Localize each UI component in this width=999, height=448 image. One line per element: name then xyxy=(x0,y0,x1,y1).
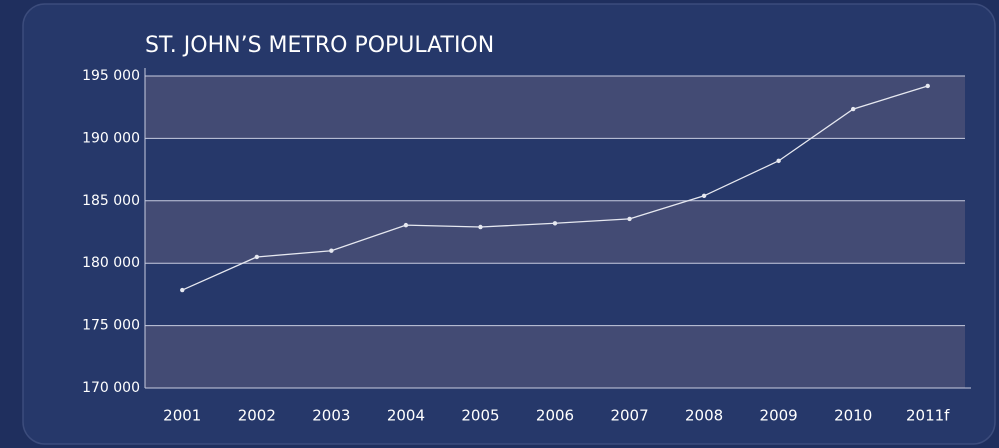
point xyxy=(552,221,558,226)
x-tick-label: 2005 xyxy=(461,407,499,425)
x-tick-label: 2006 xyxy=(536,407,574,425)
y-tick-label: 190 000 xyxy=(82,130,140,146)
y-tick-label: 170 000 xyxy=(82,380,140,396)
point xyxy=(329,248,334,253)
band xyxy=(145,325,965,388)
x-tick-label: 2004 xyxy=(387,407,425,425)
y-tick-label: 195 000 xyxy=(82,68,140,84)
point xyxy=(925,83,930,89)
point xyxy=(403,222,409,228)
band xyxy=(145,200,965,264)
x-tick-label: 2001 xyxy=(163,407,201,425)
x-tick-label: 2002 xyxy=(238,407,276,425)
point xyxy=(701,193,707,199)
point xyxy=(627,216,632,222)
x-tick-label: 2003 xyxy=(312,407,350,425)
chart-title: ST. JOHN’S METRO POPULATION xyxy=(145,33,494,58)
x-tick-label: 2008 xyxy=(685,407,723,425)
band xyxy=(145,76,965,139)
point xyxy=(850,106,856,112)
point xyxy=(254,254,260,260)
x-tick-label: 2009 xyxy=(760,407,798,425)
x-tick-label: 2010 xyxy=(834,407,872,425)
point xyxy=(776,158,781,164)
x-tick-label: 2007 xyxy=(610,407,648,425)
y-tick-label: 175 000 xyxy=(82,318,140,334)
y-tick-label: 185 000 xyxy=(82,193,140,209)
x-tick-label: 2011f xyxy=(906,407,950,425)
point xyxy=(180,287,185,293)
point xyxy=(478,224,483,230)
y-tick-label: 180 000 xyxy=(82,255,140,271)
